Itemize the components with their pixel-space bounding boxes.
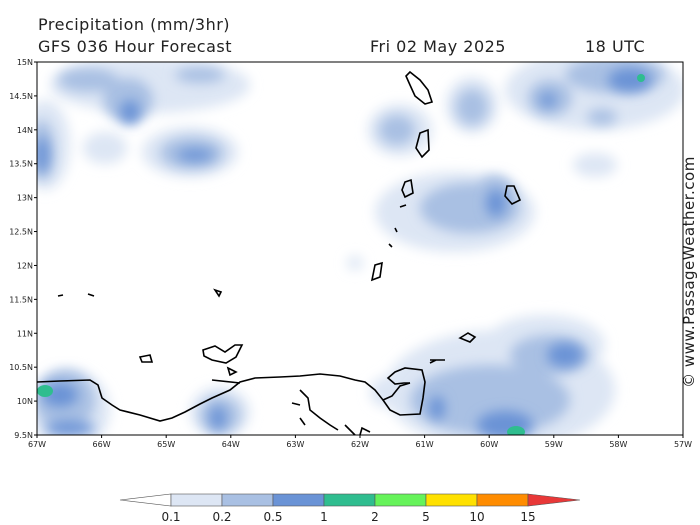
colorbar-label: 1 xyxy=(320,510,328,524)
lon-label: 60W xyxy=(480,440,498,449)
lat-label: 11.5N xyxy=(9,295,33,304)
lon-label: 66W xyxy=(93,440,111,449)
colorbar-label: 0.5 xyxy=(263,510,282,524)
lat-label: 13.5N xyxy=(9,160,33,169)
colorbar-segment xyxy=(272,493,325,507)
title: Precipitation (mm/3hr) xyxy=(38,15,230,34)
lat-label: 9.5N xyxy=(14,431,33,440)
lon-label: 57W xyxy=(674,440,692,449)
colorbar-segment xyxy=(221,493,274,507)
colorbar-label: 10 xyxy=(469,510,484,524)
coastlines xyxy=(36,70,522,436)
lat-label: 10N xyxy=(17,397,33,406)
colorbar-label: 15 xyxy=(520,510,535,524)
lon-label: 67W xyxy=(28,440,46,449)
forecast-date: Fri 02 May 2025 xyxy=(370,37,506,56)
lon-label: 65W xyxy=(157,440,175,449)
forecast-time: 18 UTC xyxy=(585,37,645,56)
lon-label: 63W xyxy=(286,440,304,449)
lat-label: 12.5N xyxy=(9,228,33,237)
colorbar-label: 2 xyxy=(371,510,379,524)
subtitle: GFS 036 Hour Forecast xyxy=(38,37,232,56)
lat-label: 11N xyxy=(17,329,33,338)
precipitation-field xyxy=(37,62,683,435)
lat-label: 14N xyxy=(17,126,33,135)
colorbar-label: 5 xyxy=(422,510,430,524)
lat-label: 14.5N xyxy=(9,92,33,101)
colorbar-segment xyxy=(425,493,478,507)
colorbar-segment xyxy=(476,493,529,507)
lon-label: 58W xyxy=(609,440,627,449)
lon-label: 59W xyxy=(545,440,563,449)
lat-label: 10.5N xyxy=(9,363,33,372)
lon-label: 62W xyxy=(351,440,369,449)
lat-label: 15N xyxy=(17,58,33,67)
lon-label: 64W xyxy=(222,440,240,449)
lat-label: 13N xyxy=(17,194,33,203)
credit: © www.PassageWeather.com xyxy=(680,156,698,388)
colorbar: 0.1 0.2 0.5 1 2 5 10 15 xyxy=(119,493,581,524)
colorbar-label: 0.1 xyxy=(161,510,180,524)
colorbar-segment xyxy=(323,493,376,507)
colorbar-segment xyxy=(374,493,427,507)
colorbar-low-arrow xyxy=(119,493,172,507)
colorbar-segment xyxy=(170,493,223,507)
lat-label: 12N xyxy=(17,261,33,270)
colorbar-label: 0.2 xyxy=(212,510,231,524)
axes: 15N 14.5N 14N 13.5N 13N 12.5N 12N 11.5N 11N 10.5N… xyxy=(9,58,692,449)
colorbar-high-arrow xyxy=(527,493,581,507)
lon-label: 61W xyxy=(416,440,434,449)
